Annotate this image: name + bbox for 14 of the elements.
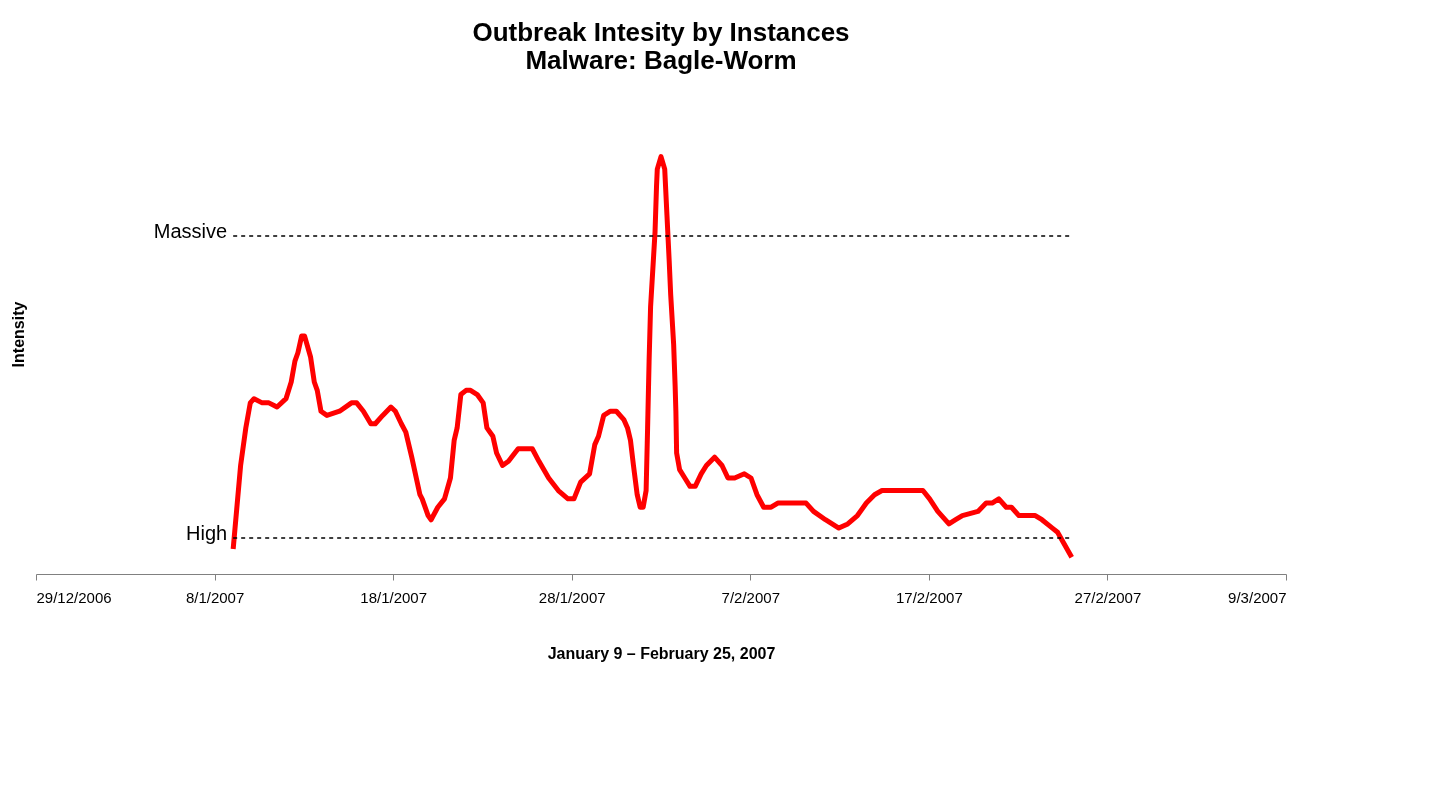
ref-line-label: Massive bbox=[153, 219, 228, 242]
x-tick-label: 9/3/2007 bbox=[1228, 588, 1287, 606]
chart-subtitle: Malware: Bagle-Worm bbox=[525, 45, 797, 75]
x-tick-label: 18/1/2007 bbox=[360, 588, 428, 606]
x-tick-label: 8/1/2007 bbox=[185, 588, 245, 606]
x-tick-label: 27/2/2007 bbox=[1074, 588, 1142, 606]
x-tick-label: 7/2/2007 bbox=[721, 588, 780, 606]
x-axis-title: January 9 – February 25, 2007 bbox=[547, 644, 776, 662]
ref-line-label: High bbox=[186, 522, 228, 545]
y-axis-title: Intensity bbox=[9, 301, 27, 368]
chart-title: Outbreak Intesity by Instances bbox=[472, 17, 850, 47]
x-tick-label: 17/2/2007 bbox=[895, 588, 963, 606]
x-tick-label: 28/1/2007 bbox=[538, 588, 606, 606]
x-tick-label: 29/12/2006 bbox=[36, 588, 112, 606]
